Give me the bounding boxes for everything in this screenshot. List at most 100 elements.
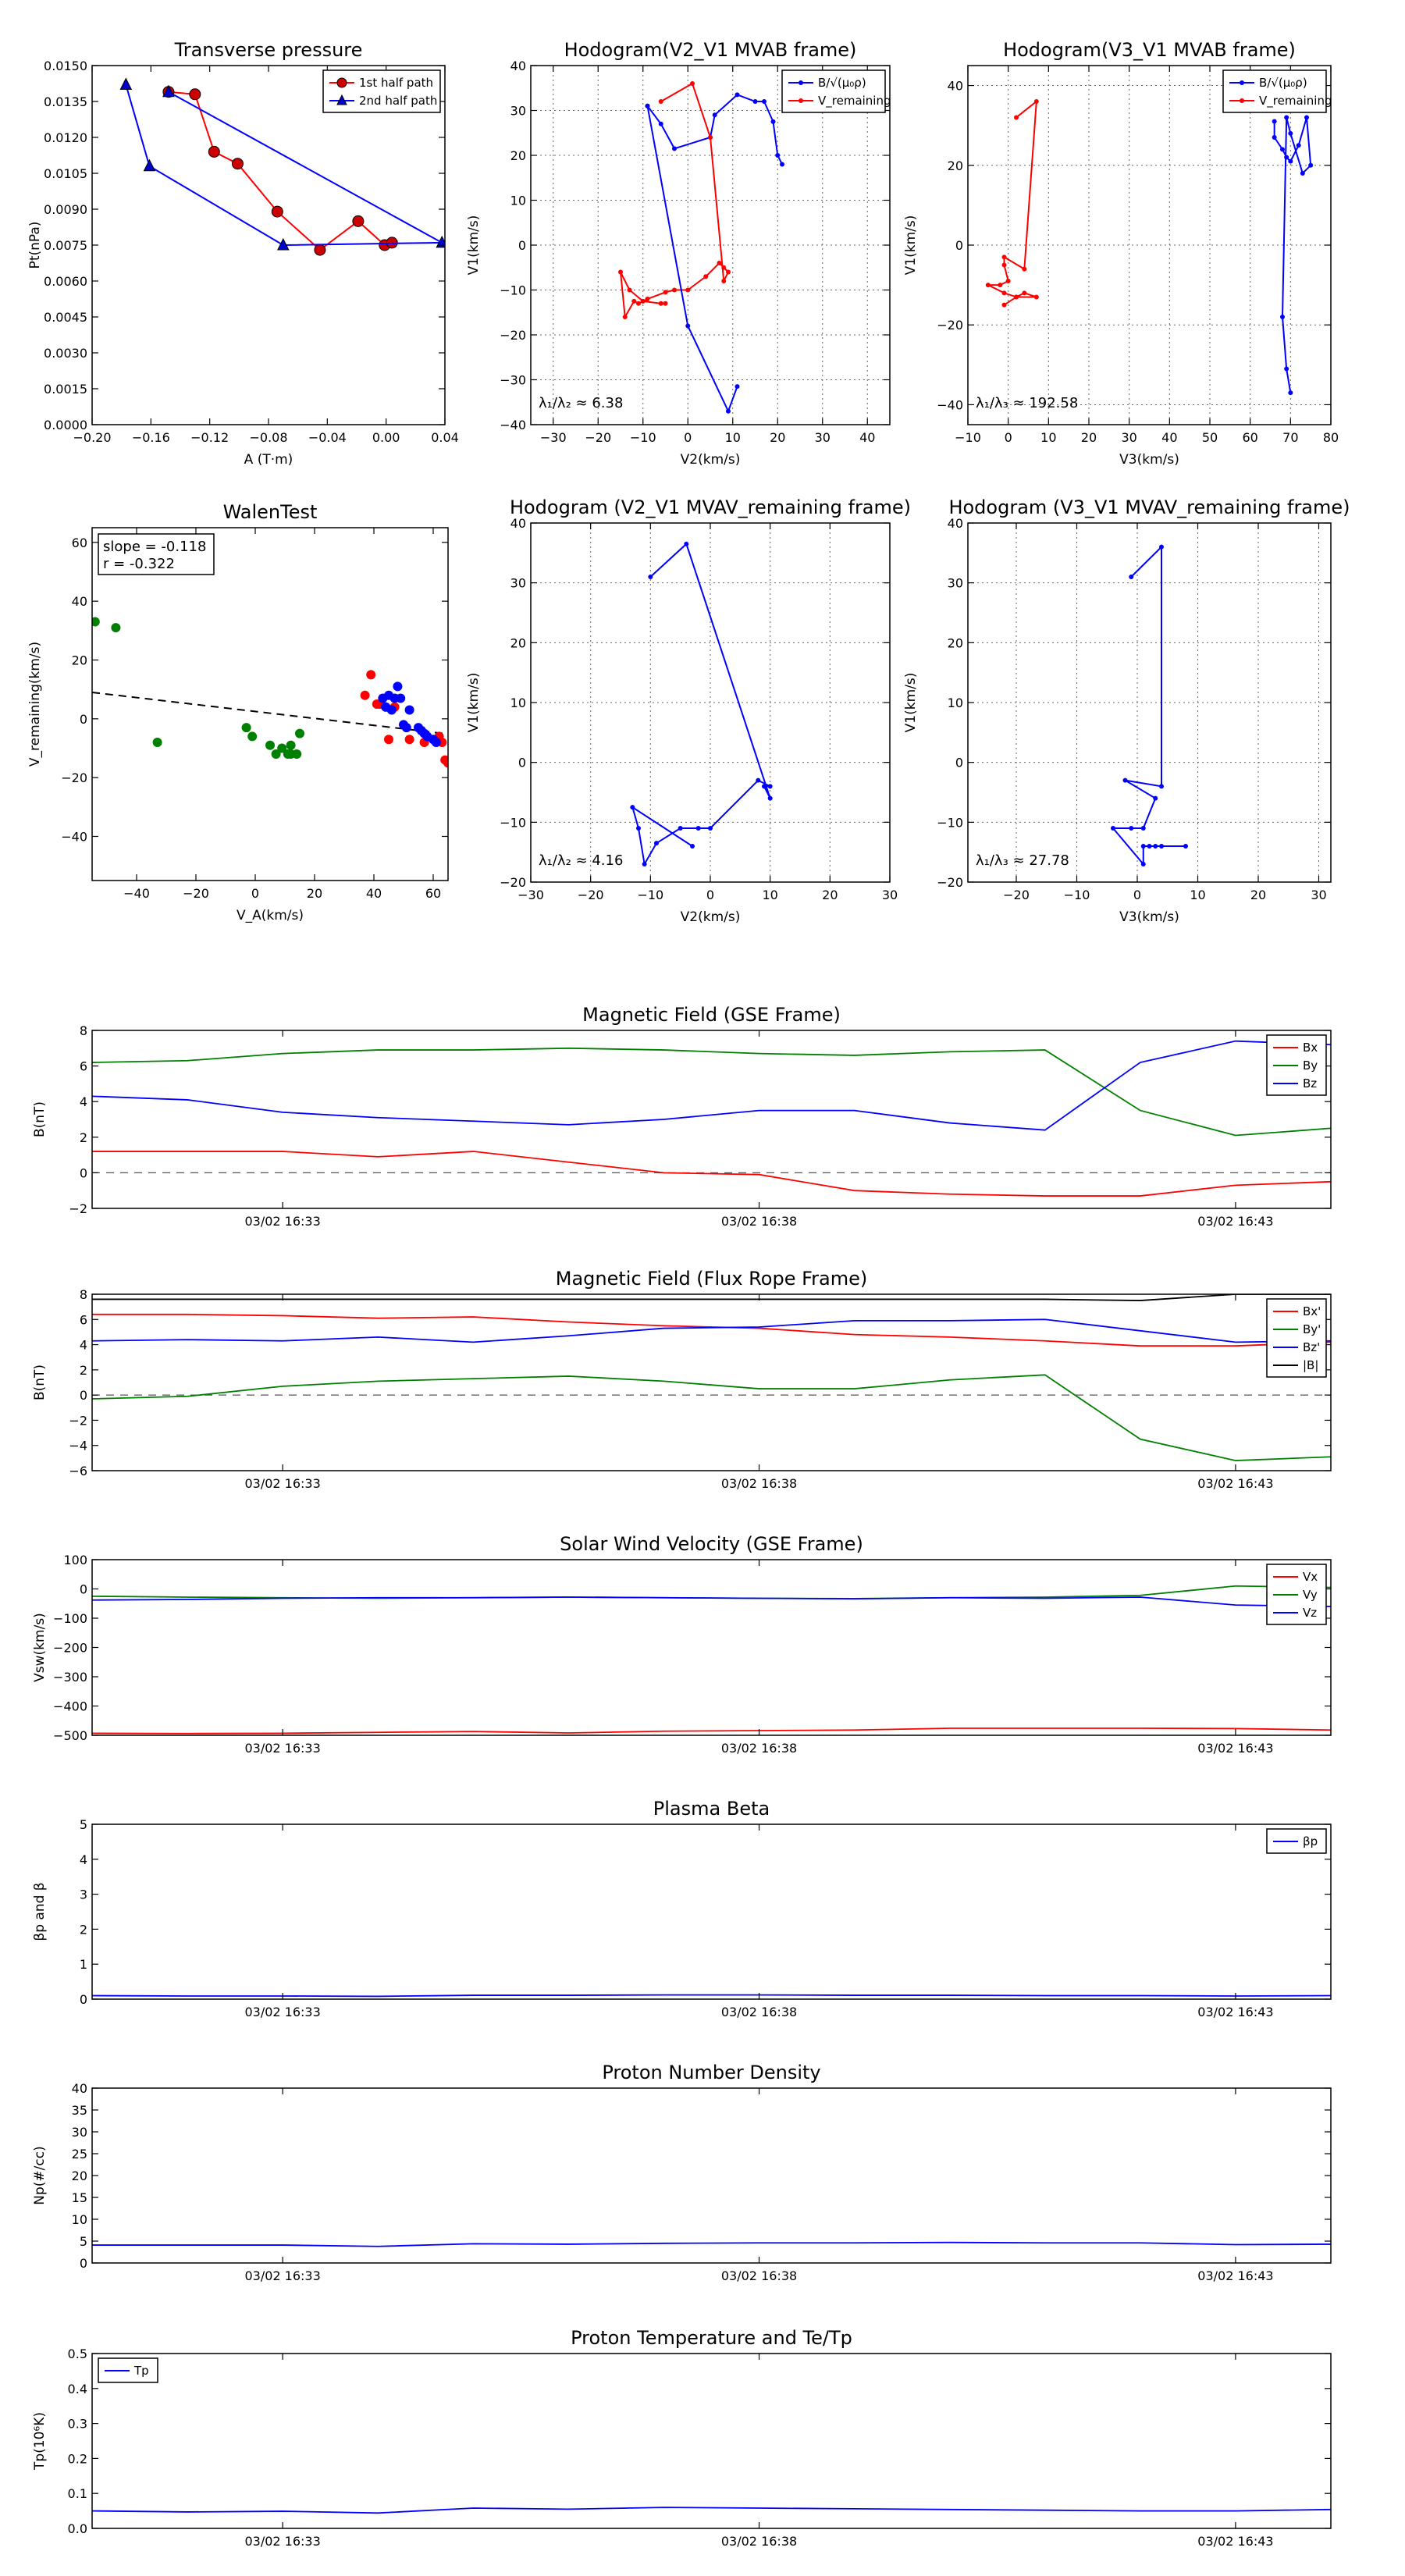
data-point xyxy=(1300,171,1305,176)
x-tick-label: 70 xyxy=(1282,430,1298,445)
series-line-by- xyxy=(92,1374,1331,1461)
y-tick-label: 2 xyxy=(80,1363,87,1378)
x-tick-label: 30 xyxy=(1121,430,1136,445)
x-tick-label: −0.08 xyxy=(249,430,287,445)
x-tick-label: 03/02 16:33 xyxy=(244,2534,320,2549)
x-tick-label: −20 xyxy=(578,888,604,902)
plot-frame xyxy=(91,1823,1332,2000)
legend-box xyxy=(322,69,441,113)
x-tick-label: 03/02 16:33 xyxy=(244,1476,320,1491)
data-point xyxy=(404,705,414,715)
legend-label: Bx xyxy=(1303,1041,1318,1055)
x-tick-label: −0.20 xyxy=(73,430,111,445)
y-axis-label: Np(#/cc) xyxy=(32,2146,48,2204)
plot-frame xyxy=(91,1293,1332,1471)
y-axis-label: Pt(nPa) xyxy=(27,222,43,269)
data-point xyxy=(735,92,740,98)
plot-area xyxy=(92,1560,1331,1735)
legend-label: 2nd half path xyxy=(359,94,437,108)
y-tick-label: 0.0135 xyxy=(44,94,87,109)
data-point xyxy=(1022,266,1027,272)
data-point xyxy=(684,541,689,546)
x-tick-label: −0.12 xyxy=(190,430,229,445)
legend-label: |B| xyxy=(1303,1358,1318,1372)
annotation-text: λ₁/λ₃ ≈ 192.58 xyxy=(976,395,1078,411)
legend-label: B/√(μ₀ρ) xyxy=(1259,76,1307,90)
data-point xyxy=(119,77,133,91)
series-group xyxy=(1111,544,1188,866)
data-point xyxy=(1280,315,1285,319)
x-tick-label: −10 xyxy=(630,430,656,445)
data-point xyxy=(1140,862,1146,866)
data-point xyxy=(726,269,731,275)
data-point xyxy=(292,749,302,760)
data-point xyxy=(366,670,376,680)
plot-area xyxy=(92,2088,1331,2263)
data-point xyxy=(618,269,623,275)
series-group xyxy=(92,2241,1331,2247)
data-point xyxy=(1308,162,1314,168)
data-point xyxy=(756,777,761,783)
x-tick-label: 03/02 16:38 xyxy=(721,2268,797,2283)
y-tick-label: −20 xyxy=(937,318,963,333)
x-tick-label: 0.04 xyxy=(431,430,459,445)
data-point xyxy=(162,84,175,98)
data-point xyxy=(767,784,773,789)
data-point xyxy=(631,298,637,304)
data-point xyxy=(762,99,767,104)
data-point xyxy=(1284,155,1289,160)
data-point xyxy=(630,805,635,810)
y-axis-label: V_remaining(km/s) xyxy=(27,642,43,767)
legend-label: 1st half path xyxy=(359,76,433,90)
data-point xyxy=(672,287,677,293)
data-point xyxy=(1288,130,1293,136)
x-tick-label: 20 xyxy=(822,888,838,902)
chart-t5: 03/02 16:33 03/02 16:38 03/02 16:43 0 5 10 15 2… xyxy=(32,2062,1332,2283)
data-point xyxy=(384,735,393,745)
y-tick-label: 0 xyxy=(955,756,963,770)
data-point xyxy=(1272,119,1277,124)
y-tick-label: 8 xyxy=(80,1287,87,1302)
data-point xyxy=(645,103,650,109)
series-line-bz xyxy=(92,1040,1331,1131)
x-tick-label: 20 xyxy=(1081,430,1097,445)
data-point xyxy=(431,737,441,747)
fit-line xyxy=(91,691,449,735)
x-tick-label: 30 xyxy=(815,430,831,445)
legend-marker xyxy=(336,94,347,105)
y-tick-label: −2 xyxy=(69,1201,87,1216)
y-tick-label: 0.0045 xyxy=(44,310,87,325)
data-point xyxy=(1022,290,1027,296)
data-point xyxy=(1001,290,1007,296)
y-tick-label: −100 xyxy=(53,1611,87,1626)
data-point xyxy=(277,237,290,251)
chart-t2: 03/02 16:33 03/02 16:38 03/02 16:43 −6 −4 −2 0… xyxy=(32,1268,1332,1491)
x-tick-label: 10 xyxy=(725,430,741,445)
data-point xyxy=(1296,143,1301,148)
legend-label: Bz xyxy=(1303,1076,1317,1091)
x-tick-label: 40 xyxy=(1161,430,1177,445)
y-tick-label: 0.2 xyxy=(68,2451,87,2466)
data-point xyxy=(678,826,683,831)
x-tick-label: 60 xyxy=(425,886,441,901)
y-tick-label: −200 xyxy=(53,1641,87,1656)
data-point xyxy=(404,735,414,745)
data-point xyxy=(735,384,740,390)
plot-area xyxy=(92,1824,1331,1999)
y-tick-label: 0.5 xyxy=(68,2347,87,2361)
x-tick-label: 03/02 16:43 xyxy=(1197,2005,1273,2019)
y-tick-label: 0 xyxy=(518,238,526,253)
y-tick-label: −20 xyxy=(937,875,963,890)
data-point xyxy=(775,153,781,158)
y-tick-label: −10 xyxy=(937,815,963,830)
y-tick-label: 6 xyxy=(80,1312,87,1327)
y-tick-label: 0.0150 xyxy=(44,59,87,73)
x-tick-label: −10 xyxy=(637,888,663,902)
series-line-2 xyxy=(646,105,738,414)
y-tick-label: 6 xyxy=(80,1059,87,1074)
y-tick-label: 0 xyxy=(80,2256,87,2271)
data-point xyxy=(721,279,727,283)
legend-label: Vx xyxy=(1303,1570,1318,1584)
data-point xyxy=(393,681,403,692)
y-axis-label: V1(km/s) xyxy=(903,673,919,733)
